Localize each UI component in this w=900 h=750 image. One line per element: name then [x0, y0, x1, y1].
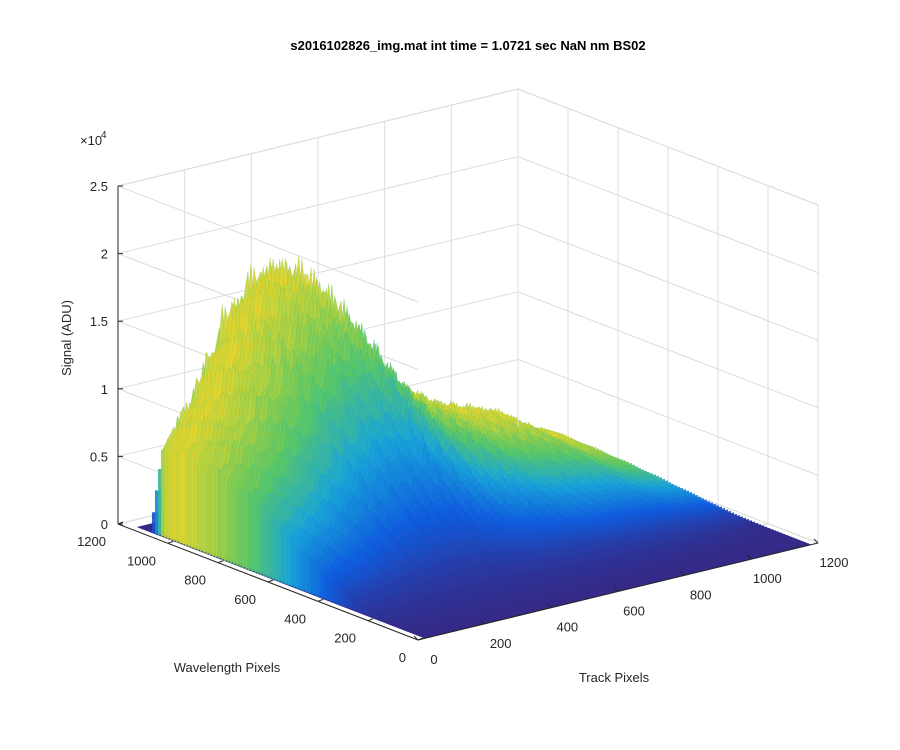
- z-grid-line: [117, 88, 819, 206]
- x-tick-label: 400: [556, 620, 578, 635]
- x-tick-label: 200: [490, 636, 512, 651]
- floor-z-grid: [117, 185, 419, 303]
- chart-title: s2016102826_img.mat int time = 1.0721 se…: [290, 38, 645, 53]
- y-tick-label: 1200: [77, 534, 106, 549]
- y-tick-label: 800: [184, 573, 206, 588]
- axis-line: [517, 88, 819, 206]
- z-grid-line: [117, 156, 819, 274]
- z-exponent-base: ×10: [80, 133, 102, 148]
- x-tick-mark: [613, 587, 619, 592]
- y-tick-mark: [417, 637, 424, 641]
- y-tick-mark: [217, 560, 224, 564]
- x-tick-mark: [413, 635, 419, 641]
- y-axis-title: Wavelength Pixels: [174, 660, 281, 675]
- x-tick-label: 1000: [753, 571, 782, 586]
- tick-labels: 0 0.5 1 1.5 2 2.5 0 200 400 600 800 1000 1200 0 200 400…: [77, 179, 848, 667]
- y-tick-label: 600: [234, 592, 256, 607]
- x-tick-label: 600: [623, 604, 645, 619]
- z-tick-label: 2.5: [90, 179, 108, 194]
- x-tick-mark: [546, 603, 552, 609]
- x-axis-title: Track Pixels: [579, 670, 650, 685]
- x-tick-label: 800: [690, 587, 712, 602]
- z-tick-label: 2: [101, 247, 108, 262]
- y-tick-mark: [167, 540, 174, 544]
- x-tick-mark: [813, 538, 819, 544]
- z-tick-label: 1: [101, 382, 108, 397]
- surface-strip: [416, 541, 803, 636]
- z-tick-label: 1.5: [90, 314, 108, 329]
- y-tick-label: 200: [334, 631, 356, 646]
- y-tick-label: 0: [399, 650, 406, 665]
- surface-strip: [413, 539, 800, 635]
- y-tick-mark: [317, 598, 324, 602]
- x-tick-label: 1200: [820, 555, 849, 570]
- surface-strip: [422, 543, 809, 638]
- z-axis-title: Signal (ADU): [59, 300, 74, 376]
- x-tick-label: 0: [430, 652, 437, 667]
- axis-line: [117, 88, 519, 187]
- y-tick-mark: [367, 618, 374, 622]
- z-tick-label: 0: [101, 517, 108, 532]
- axes-group: 0 0.5 1 1.5 2 2.5 0 200 400 600 800 1000 1200 0 200 400…: [77, 88, 848, 667]
- z-exponent-power: 4: [101, 130, 107, 141]
- x-tick-mark: [480, 619, 486, 625]
- y-tick-label: 1000: [127, 553, 156, 568]
- x-tick-mark: [680, 570, 686, 576]
- y-tick-label: 400: [284, 611, 306, 626]
- surface-strip: [419, 542, 806, 637]
- y-tick-mark: [117, 521, 124, 525]
- x-tick-mark: [746, 554, 752, 560]
- z-tick-label: 0.5: [90, 449, 108, 464]
- surface: [137, 255, 812, 639]
- y-tick-mark: [267, 579, 274, 583]
- surface-strip: [410, 538, 797, 634]
